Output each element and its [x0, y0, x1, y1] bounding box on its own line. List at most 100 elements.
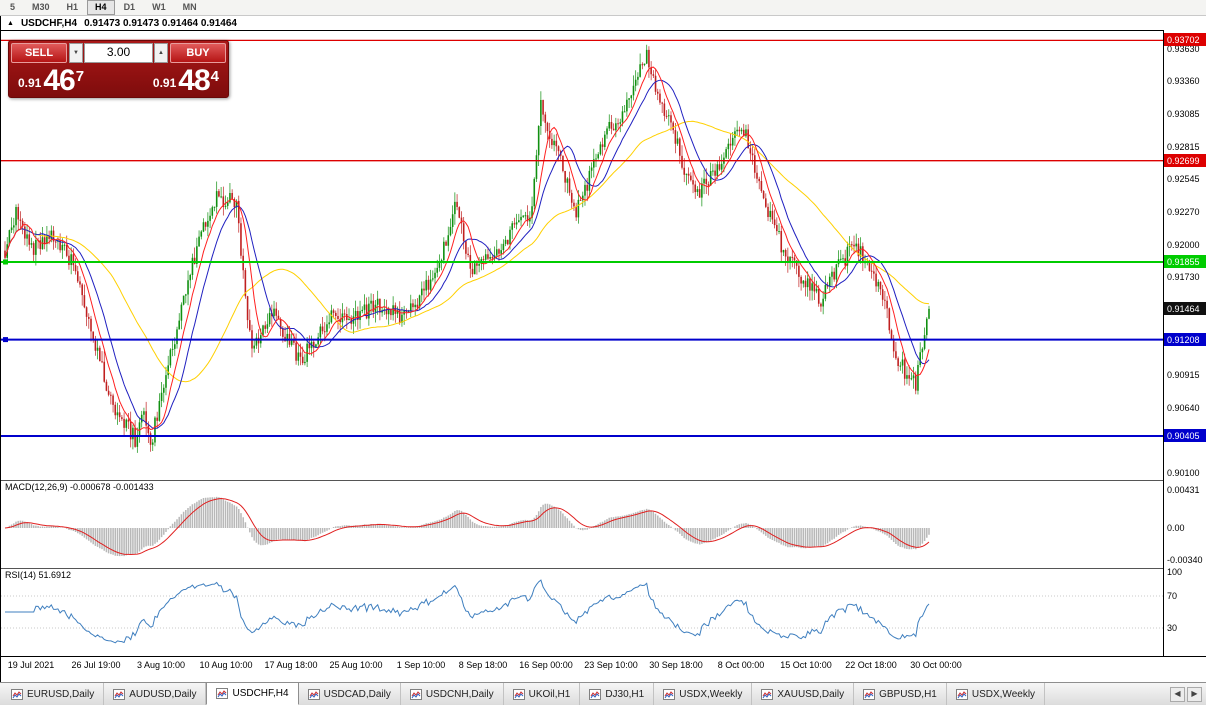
timeframe-button-d1[interactable]: D1	[116, 0, 144, 15]
bear-candle-wicks	[4, 46, 917, 452]
price-level-label-0.92699: 0.92699	[1164, 154, 1206, 167]
main-chart-canvas[interactable]	[1, 30, 1164, 480]
chart-tab-eurusd-daily[interactable]: EURUSD,Daily	[2, 683, 105, 705]
chart-tab-icon	[589, 688, 602, 700]
buy-price-prefix: 0.91	[152, 76, 177, 90]
chart-tab-label: EURUSD,Daily	[27, 688, 95, 700]
chart-tab-icon	[216, 688, 229, 699]
chart-tab-usdcnh-daily[interactable]: USDCNH,Daily	[401, 683, 504, 705]
chart-tab-label: GBPUSD,H1	[879, 688, 937, 700]
line-handle[interactable]	[3, 259, 8, 265]
buy-price-big-digits: 48	[178, 64, 210, 97]
chart-tab-icon	[955, 688, 968, 700]
moving-average-16-line	[4, 79, 930, 429]
volume-decrease-button[interactable]: ▼	[69, 43, 83, 63]
macd-axis-value: 0.00431	[1167, 485, 1200, 495]
time-label: 26 Jul 19:00	[71, 660, 121, 670]
chart-tab-usdx-weekly[interactable]: USDX,Weekly	[654, 683, 753, 705]
collapse-trade-panel-icon[interactable]: ▲	[7, 19, 14, 27]
time-label: 8 Oct 00:00	[717, 660, 765, 670]
volume-control: ▼ 3.00 ▲	[69, 43, 168, 63]
chart-tab-xauusd-daily[interactable]: XAUUSD,Daily	[752, 683, 855, 705]
chart-tab-icon	[863, 688, 876, 700]
chart-tab-usdcad-daily[interactable]: USDCAD,Daily	[299, 683, 401, 705]
chart-tab-usdchf-h4[interactable]: USDCHF,H4	[206, 682, 299, 705]
price-tick-0.90100: 0.90100	[1167, 468, 1200, 478]
time-label: 10 Aug 10:00	[199, 660, 253, 670]
rsi-canvas[interactable]	[1, 568, 1164, 656]
chart-tab-dj30-h1[interactable]: DJ30,H1	[580, 683, 655, 705]
chart-tab-label: AUDUSD,Daily	[129, 688, 197, 700]
rsi-axis-value: 30	[1167, 623, 1178, 633]
price-level-label-0.91855: 0.91855	[1164, 255, 1206, 268]
time-label: 23 Sep 10:00	[584, 660, 638, 670]
time-label: 17 Aug 18:00	[264, 660, 318, 670]
chart-tab-audusd-daily[interactable]: AUDUSD,Daily	[104, 683, 207, 705]
price-tick-0.93630: 0.93630	[1167, 44, 1200, 54]
chart-tab-label: USDX,Weekly	[679, 688, 743, 700]
macd-panel[interactable]: MACD(12,26,9) -0.000678 -0.001433	[1, 480, 1164, 568]
time-label: 22 Oct 18:00	[845, 660, 897, 670]
price-level-label-0.93702: 0.93702	[1164, 33, 1206, 46]
time-label: 16 Sep 00:00	[519, 660, 573, 670]
timeframe-button-mn[interactable]: MN	[175, 0, 205, 15]
macd-separator[interactable]	[1, 480, 1206, 481]
timeframe-button-h4[interactable]: H4	[87, 0, 115, 15]
time-label: 30 Oct 00:00	[910, 660, 962, 670]
chart-tab-bar: EURUSD,Daily AUDUSD,Daily USDCHF,H4 USDCAD,…	[0, 682, 1206, 705]
price-tick-0.90915: 0.90915	[1167, 370, 1200, 380]
macd-canvas[interactable]	[1, 480, 1164, 568]
chart-tab-label: USDX,Weekly	[971, 688, 1036, 700]
time-label: 8 Sep 18:00	[458, 660, 508, 670]
tab-scroll-right-button[interactable]: ▶	[1187, 686, 1202, 702]
buy-button[interactable]: BUY	[170, 43, 226, 63]
chart-tab-label: UKOil,H1	[528, 688, 571, 700]
rsi-label: RSI(14) 51.6912	[5, 570, 72, 580]
chart-tab-label: USDCHF,H4	[232, 688, 289, 699]
current-price-label: 0.91464	[1164, 302, 1206, 315]
price-level-label-0.91208: 0.91208	[1164, 333, 1206, 346]
one-click-trading-panel: SELL ▼ 3.00 ▲ BUY 0.91 46 7 0.91 48 4	[8, 40, 229, 98]
rsi-axis-value: 70	[1167, 591, 1178, 601]
price-tick-0.90640: 0.90640	[1167, 403, 1200, 413]
macd-histogram	[6, 496, 930, 557]
sell-price-pip-digit: 7	[75, 68, 85, 85]
time-axis-border	[1, 656, 1206, 657]
line-handle[interactable]	[3, 337, 8, 343]
chart-tab-gbpusd-h1[interactable]: GBPUSD,H1	[854, 683, 947, 705]
sell-price-prefix: 0.91	[18, 76, 42, 90]
chart-tab-label: DJ30,H1	[605, 688, 645, 700]
chart-tab-ukoil-h1[interactable]: UKOil,H1	[504, 683, 581, 705]
rsi-axis-value: 100	[1167, 567, 1183, 577]
buy-price-pip-digit: 4	[210, 68, 219, 85]
volume-increase-button[interactable]: ▲	[154, 43, 168, 63]
timeframe-button-h1[interactable]: H1	[59, 0, 87, 15]
chart-symbol-title: USDCHF,H4	[20, 18, 78, 29]
time-label: 19 Jul 2021	[7, 660, 55, 670]
macd-axis-value: -0.00340	[1167, 555, 1203, 565]
rsi-line	[5, 579, 930, 644]
volume-input[interactable]: 3.00	[84, 43, 153, 63]
chart-tab-icon	[761, 688, 774, 700]
rsi-panel[interactable]: RSI(14) 51.6912	[1, 568, 1164, 656]
macd-label: MACD(12,26,9) -0.000678 -0.001433	[5, 482, 154, 492]
price-axis[interactable]: 0.93630 0.93360 0.93085 0.92815 0.92545 0.922…	[1163, 30, 1206, 656]
rsi-separator[interactable]	[1, 568, 1206, 569]
price-tick-0.93360: 0.93360	[1167, 76, 1200, 86]
timeframe-button-5[interactable]: 5	[2, 0, 23, 15]
timeframe-button-m30[interactable]: M30	[24, 0, 58, 15]
timeframe-toolbar: 5 M30 H1 H4 D1 W1 MN	[0, 0, 1206, 16]
price-level-label-0.90405: 0.90405	[1164, 429, 1206, 442]
price-tick-0.92815: 0.92815	[1167, 142, 1200, 152]
main-price-chart[interactable]	[1, 30, 1164, 480]
sell-price[interactable]: 0.91 46 7	[18, 66, 85, 96]
tab-scroll-left-button[interactable]: ◀	[1170, 686, 1185, 702]
chart-tab-icon	[663, 688, 676, 700]
chart-tab-icon	[512, 688, 525, 700]
timeframe-button-w1[interactable]: W1	[144, 0, 174, 15]
sell-button[interactable]: SELL	[11, 43, 67, 63]
buy-price[interactable]: 0.91 48 4	[152, 64, 219, 97]
chart-tab-label: USDCNH,Daily	[425, 688, 494, 700]
chart-tab-usdx-weekly[interactable]: USDX,Weekly	[947, 683, 1046, 705]
